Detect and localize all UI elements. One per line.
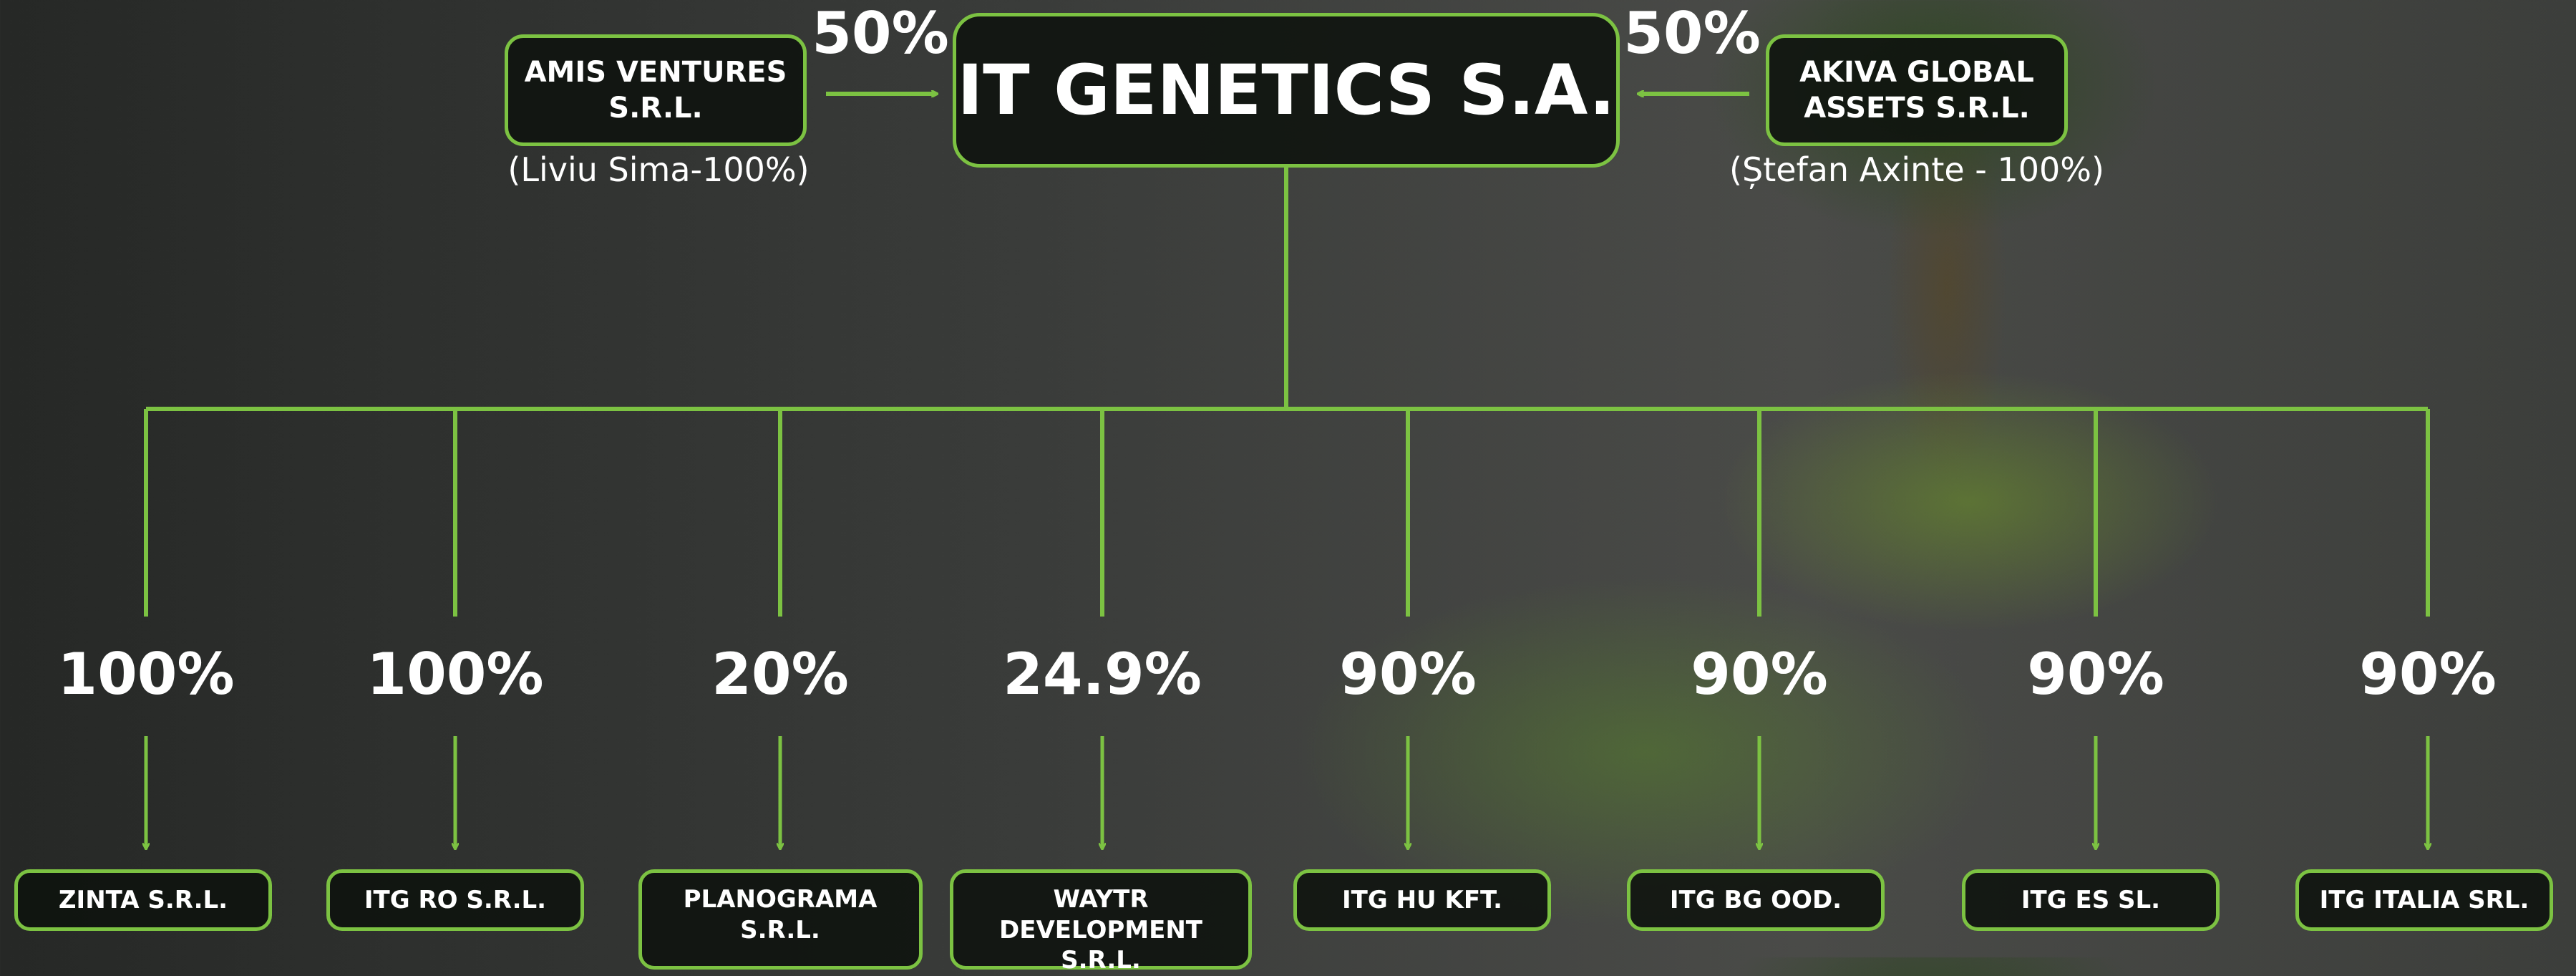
owner-label: (Ștefan Axinte - 100%) (1729, 150, 2104, 189)
share-label: 50% (812, 0, 948, 67)
page: IT GENETICS S.A.AMIS VENTURES S.R.L.50%(… (0, 0, 2576, 957)
owner-label: (Liviu Sima-100%) (507, 150, 809, 189)
shareholder-box: AMIS VENTURES S.R.L. (505, 34, 807, 146)
shareholder-box: AKIVA GLOBAL ASSETS S.R.L. (1766, 34, 2068, 146)
share-label: 20% (711, 641, 848, 707)
subsidiary-box: ITG HU KFT. (1293, 869, 1551, 931)
subsidiary-box: ITG ITALIA SRL. (2295, 869, 2553, 931)
subsidiary-box: PLANOGRAMA S.R.L. (638, 869, 923, 970)
parent-box: IT GENETICS S.A. (953, 13, 1620, 168)
share-label: 90% (2027, 641, 2164, 707)
share-label: 24.9% (1003, 641, 1202, 707)
share-label: 100% (366, 641, 543, 707)
share-label: 100% (57, 641, 234, 707)
share-label: 90% (1339, 641, 1476, 707)
subsidiary-box: ZINTA S.R.L. (14, 869, 272, 931)
subsidiary-box: ITG RO S.R.L. (326, 869, 584, 931)
share-label: 90% (2359, 641, 2496, 707)
subsidiary-box: WAYTR DEVELOPMENT S.R.L. (950, 869, 1252, 970)
subsidiary-box: ITG BG OOD. (1627, 869, 1885, 931)
share-label: 50% (1623, 0, 1760, 67)
share-label: 90% (1691, 641, 1827, 707)
subsidiary-box: ITG ES SL. (1962, 869, 2220, 931)
